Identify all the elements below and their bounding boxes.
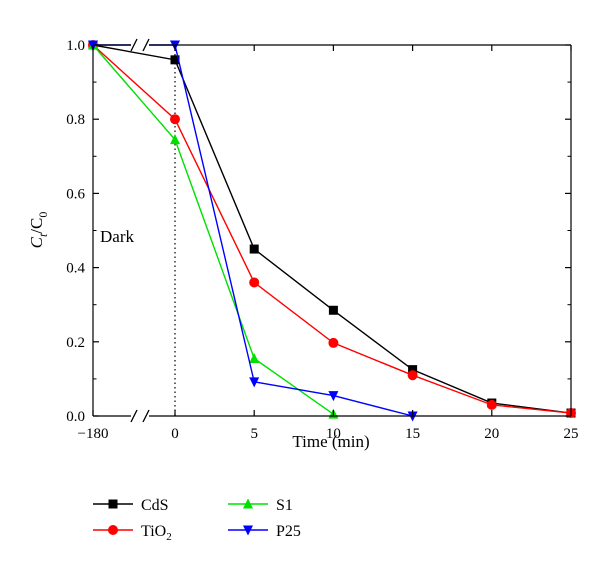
legend-label-text: CdS (141, 497, 169, 514)
y-title-main: C (27, 236, 46, 248)
series-line-s1 (92, 44, 334, 415)
legend-marker-cds (108, 499, 118, 509)
data-point-cds (170, 55, 180, 65)
legend-marker-s1 (243, 498, 253, 509)
data-point-tio (407, 370, 418, 381)
dark-annotation: Dark (100, 227, 134, 246)
x-axis-title: Time (min) (292, 432, 369, 451)
y-title-sub2: 0 (36, 212, 50, 218)
data-point-cds (408, 365, 418, 375)
legend-label-tio: TiO2 (141, 523, 172, 543)
x-tick-label: −180 (78, 426, 109, 442)
legend-label-cds: CdS (141, 497, 169, 514)
axes-layer: 0.0 0.2 0.4 0.6 0.8 1.0 −180 0 5 10 15 20 25 (66, 38, 578, 442)
y-tick-label: 0.6 (66, 186, 85, 202)
data-point-tio (486, 399, 497, 410)
y-tick-label: 0.2 (66, 335, 85, 351)
data-point-tio (249, 277, 260, 288)
data-point-tio (328, 337, 339, 348)
labels-layer: Ct/C0 Time (min) Dark (27, 212, 370, 451)
data-point-s1 (249, 352, 260, 363)
x-tick-label: 15 (405, 426, 420, 442)
legend: CdS TiO2 S1 P25 (93, 497, 301, 543)
x-tick-label: 10 (326, 426, 341, 442)
x-tick-label: 0 (171, 426, 179, 442)
axis-break-mark-bottom (142, 409, 150, 423)
x-tick-label: 25 (564, 426, 579, 442)
legend-marker-tio (108, 525, 118, 535)
legend-label-subscript: 2 (166, 531, 172, 543)
legend-label-text: P25 (276, 523, 301, 540)
x-tick-label: 5 (250, 426, 258, 442)
x-tick-label: 20 (484, 426, 499, 442)
y-title-sub1: t (36, 233, 50, 237)
legend-marker-p25 (243, 525, 253, 536)
axis-break-mark-top (142, 38, 150, 52)
legend-label-p25: P25 (276, 523, 301, 540)
axis-break-mark-bottom (130, 409, 138, 423)
legend-label-text: S1 (276, 497, 293, 514)
y-tick-label: 0.0 (66, 409, 85, 425)
y-tick-label: 0.4 (66, 261, 85, 277)
axis-break-gap-bottom (131, 413, 149, 419)
y-tick-label: 1.0 (66, 38, 85, 54)
data-point-tio (170, 114, 180, 125)
legend-label-s1: S1 (276, 497, 293, 514)
axis-break-mark-top (130, 38, 138, 52)
data-point-cds (328, 305, 338, 315)
y-title-mid: /C (27, 218, 46, 234)
data-point-s1 (170, 134, 180, 145)
y-axis-title: Ct/C0 (27, 212, 50, 249)
y-tick-label: 0.8 (66, 112, 85, 128)
legend-label-text: TiO (141, 523, 166, 540)
data-point-p25 (249, 377, 260, 388)
data-point-cds (249, 244, 259, 254)
data-point-p25 (328, 391, 339, 402)
axis-break-gap-top (131, 42, 149, 48)
